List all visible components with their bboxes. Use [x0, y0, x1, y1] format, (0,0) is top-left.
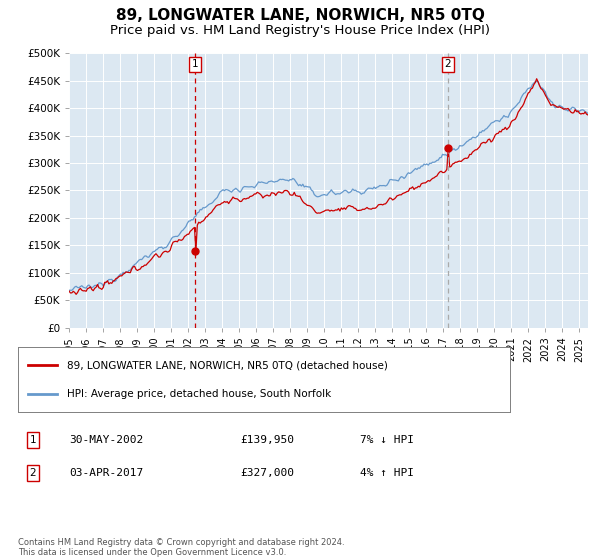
Text: 4% ↑ HPI: 4% ↑ HPI: [360, 468, 414, 478]
Text: 2: 2: [29, 468, 37, 478]
Text: £327,000: £327,000: [240, 468, 294, 478]
Text: 7% ↓ HPI: 7% ↓ HPI: [360, 435, 414, 445]
Text: 1: 1: [29, 435, 37, 445]
Text: £139,950: £139,950: [240, 435, 294, 445]
Text: 89, LONGWATER LANE, NORWICH, NR5 0TQ: 89, LONGWATER LANE, NORWICH, NR5 0TQ: [116, 8, 484, 24]
Text: 89, LONGWATER LANE, NORWICH, NR5 0TQ (detached house): 89, LONGWATER LANE, NORWICH, NR5 0TQ (de…: [67, 360, 388, 370]
Text: 2: 2: [445, 59, 451, 69]
Text: 03-APR-2017: 03-APR-2017: [69, 468, 143, 478]
Text: HPI: Average price, detached house, South Norfolk: HPI: Average price, detached house, Sout…: [67, 389, 331, 399]
Text: Contains HM Land Registry data © Crown copyright and database right 2024.
This d: Contains HM Land Registry data © Crown c…: [18, 538, 344, 557]
Text: Price paid vs. HM Land Registry's House Price Index (HPI): Price paid vs. HM Land Registry's House …: [110, 24, 490, 36]
Text: 1: 1: [192, 59, 199, 69]
Text: 30-MAY-2002: 30-MAY-2002: [69, 435, 143, 445]
